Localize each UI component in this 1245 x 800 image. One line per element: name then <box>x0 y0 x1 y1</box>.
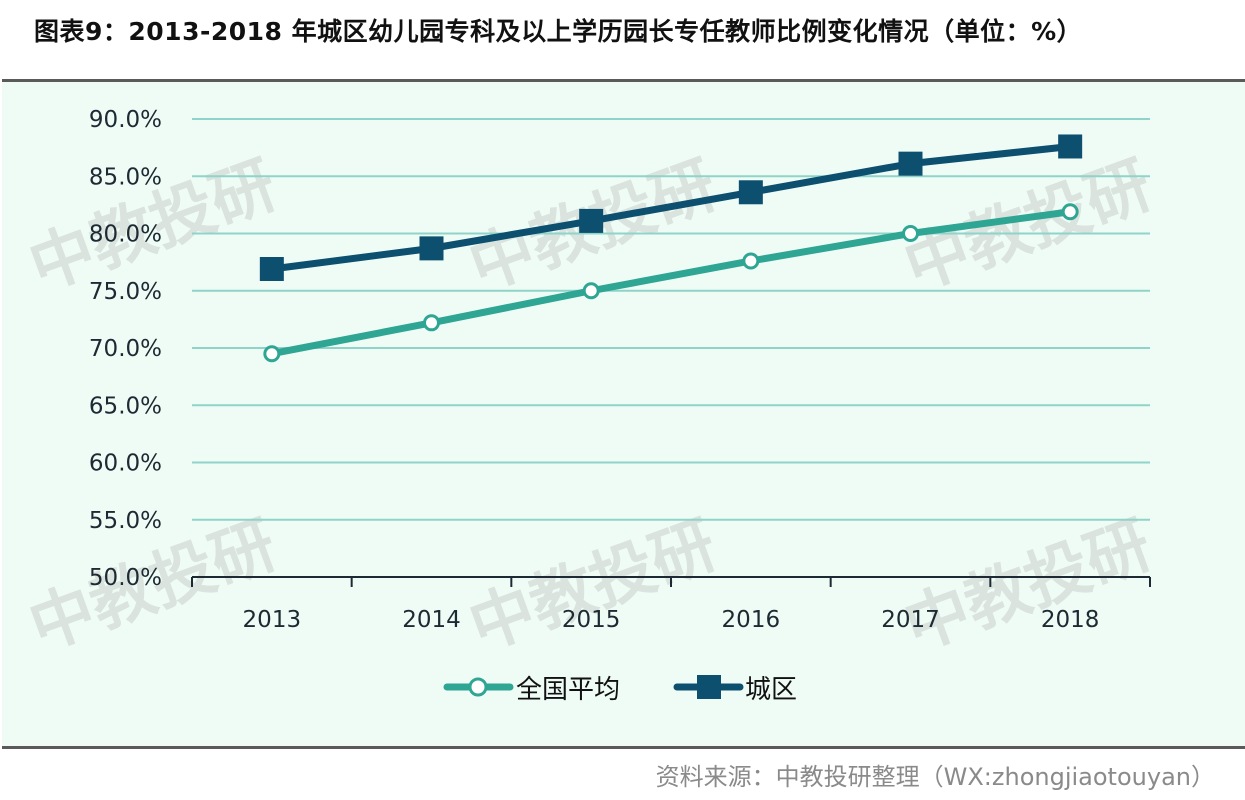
national-circle-marker <box>902 225 919 242</box>
x-tick-label: 2017 <box>881 607 940 633</box>
chart-panel <box>2 79 1245 749</box>
chart-title: 图表9：2013-2018 年城区幼儿园专科及以上学历园长专任教师比例变化情况（… <box>34 17 1083 46</box>
x-tick-label: 2014 <box>402 607 461 633</box>
y-tick-label: 75.0% <box>89 279 162 305</box>
national-circle-marker <box>263 345 281 363</box>
y-tick-label: 70.0% <box>89 336 162 362</box>
urban-square-marker <box>738 180 763 205</box>
urban-square-marker <box>898 151 923 176</box>
urban-square-marker <box>259 256 284 281</box>
x-tick-label: 2018 <box>1041 607 1100 633</box>
legend-national-circle-icon <box>468 677 488 697</box>
legend-urban-label: 城区 <box>745 675 797 705</box>
y-tick-label: 55.0% <box>89 508 162 534</box>
y-tick-label: 65.0% <box>89 393 162 419</box>
watermark-text: 中教投研 <box>460 508 726 665</box>
x-tick-label: 2015 <box>562 607 621 633</box>
urban-square-marker <box>419 236 444 261</box>
watermark-text: 中教投研 <box>895 508 1161 665</box>
urban-square-marker <box>579 208 604 233</box>
x-tick-label: 2016 <box>722 607 781 633</box>
legend-national-label: 全国平均 <box>516 675 620 705</box>
national-circle-marker <box>423 314 440 332</box>
watermark-text: 中教投研 <box>895 148 1161 305</box>
national-circle-marker <box>1061 203 1079 221</box>
y-tick-label: 80.0% <box>89 222 162 248</box>
y-tick-label: 85.0% <box>89 164 162 190</box>
urban-square-marker <box>1058 134 1083 159</box>
urban-series-line <box>271 143 1071 273</box>
y-tick-label: 50.0% <box>89 565 162 591</box>
y-tick-label: 60.0% <box>89 451 162 477</box>
x-tick-label: 2013 <box>243 607 302 633</box>
national-circle-marker <box>582 282 600 300</box>
source-note: 资料来源：中教投研整理（WX:zhongjiaotouyan） <box>655 763 1215 791</box>
y-tick-label: 90.0% <box>89 107 162 133</box>
national-series-line <box>271 208 1071 358</box>
legend-urban-square-icon <box>697 675 721 699</box>
national-circle-marker <box>742 252 760 270</box>
